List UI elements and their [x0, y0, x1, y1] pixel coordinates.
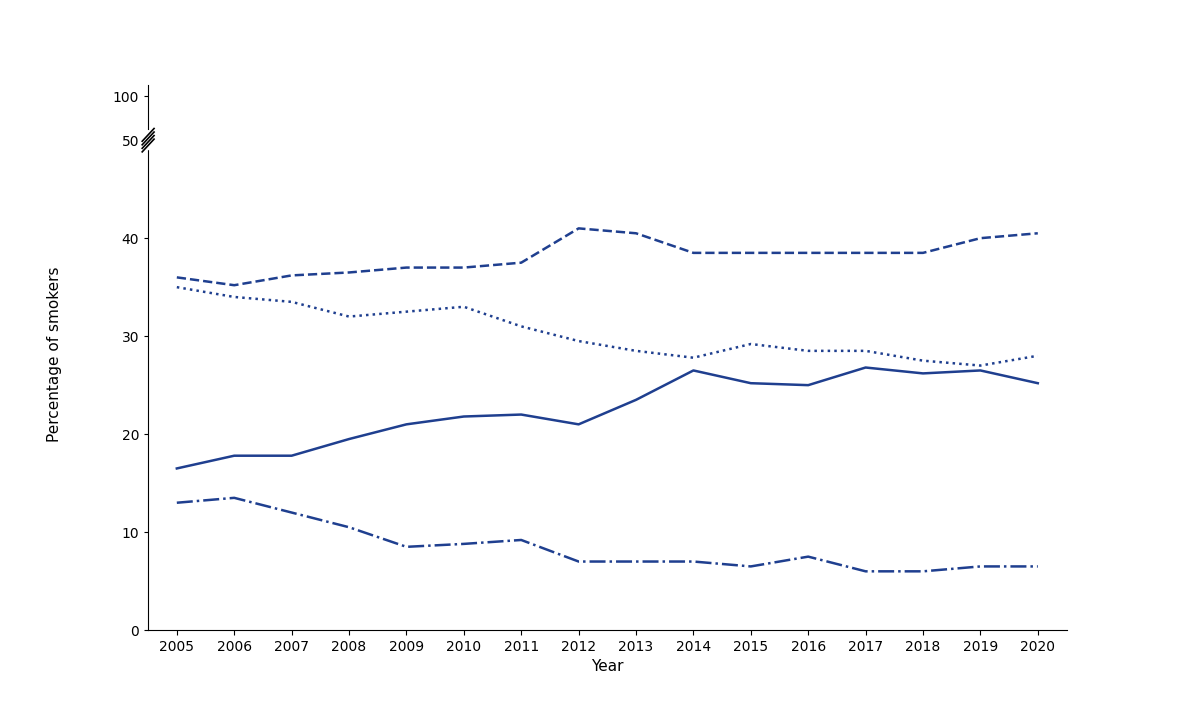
20–29 — [514, 322, 529, 331]
20–29 — [1031, 351, 1045, 360]
1–9 — [169, 464, 184, 473]
Text: Percentage of smokers: Percentage of smokers — [47, 266, 63, 442]
20–29 — [342, 312, 357, 321]
20–29 — [973, 361, 987, 370]
10–19 — [1031, 229, 1045, 237]
1–9 — [686, 366, 700, 375]
Line: 20–29: 20–29 — [177, 287, 1038, 365]
1–9 — [1031, 379, 1045, 387]
1–9 — [456, 412, 470, 421]
10–19 — [399, 263, 414, 272]
≥30 — [744, 562, 758, 571]
10–19 — [514, 258, 529, 267]
≥30 — [801, 552, 815, 561]
20–29 — [228, 292, 242, 301]
1–9 — [571, 420, 585, 428]
20–29 — [399, 307, 414, 316]
≥30 — [858, 567, 872, 576]
Line: 1–9: 1–9 — [177, 367, 1038, 469]
≥30 — [916, 567, 930, 576]
1–9 — [228, 452, 242, 460]
10–19 — [916, 249, 930, 257]
10–19 — [858, 249, 872, 257]
≥30 — [228, 493, 242, 502]
≥30 — [456, 539, 470, 548]
10–19 — [973, 234, 987, 242]
20–29 — [916, 356, 930, 365]
20–29 — [629, 347, 643, 355]
1–9 — [801, 381, 815, 389]
≥30 — [973, 562, 987, 571]
20–29 — [284, 297, 299, 306]
≥30 — [399, 542, 414, 551]
1–9 — [629, 396, 643, 404]
10–19 — [744, 249, 758, 257]
≥30 — [284, 508, 299, 517]
1–9 — [284, 452, 299, 460]
10–19 — [801, 249, 815, 257]
≥30 — [514, 536, 529, 544]
1–9 — [399, 420, 414, 428]
≥30 — [629, 557, 643, 566]
10–19 — [284, 271, 299, 280]
10–19 — [228, 281, 242, 290]
10–19 — [571, 224, 585, 233]
20–29 — [456, 302, 470, 311]
1–9 — [858, 363, 872, 372]
1–9 — [973, 366, 987, 375]
Legend:  — [248, 66, 260, 78]
20–29 — [744, 340, 758, 348]
20–29 — [686, 353, 700, 362]
20–29 — [801, 347, 815, 355]
20–29 — [858, 347, 872, 355]
1–9 — [916, 369, 930, 377]
≥30 — [571, 557, 585, 566]
20–29 — [169, 283, 184, 292]
20–29 — [571, 337, 585, 346]
≥30 — [686, 557, 700, 566]
1–9 — [514, 411, 529, 419]
≥30 — [169, 498, 184, 507]
1–9 — [342, 435, 357, 443]
Line: ≥30: ≥30 — [177, 498, 1038, 571]
≥30 — [342, 523, 357, 532]
10–19 — [169, 273, 184, 282]
1–9 — [744, 379, 758, 387]
10–19 — [456, 263, 470, 272]
10–19 — [342, 268, 357, 277]
10–19 — [686, 249, 700, 257]
≥30 — [1031, 562, 1045, 571]
10–19 — [629, 229, 643, 237]
X-axis label: Year: Year — [591, 659, 623, 675]
Line: 10–19: 10–19 — [177, 229, 1038, 285]
